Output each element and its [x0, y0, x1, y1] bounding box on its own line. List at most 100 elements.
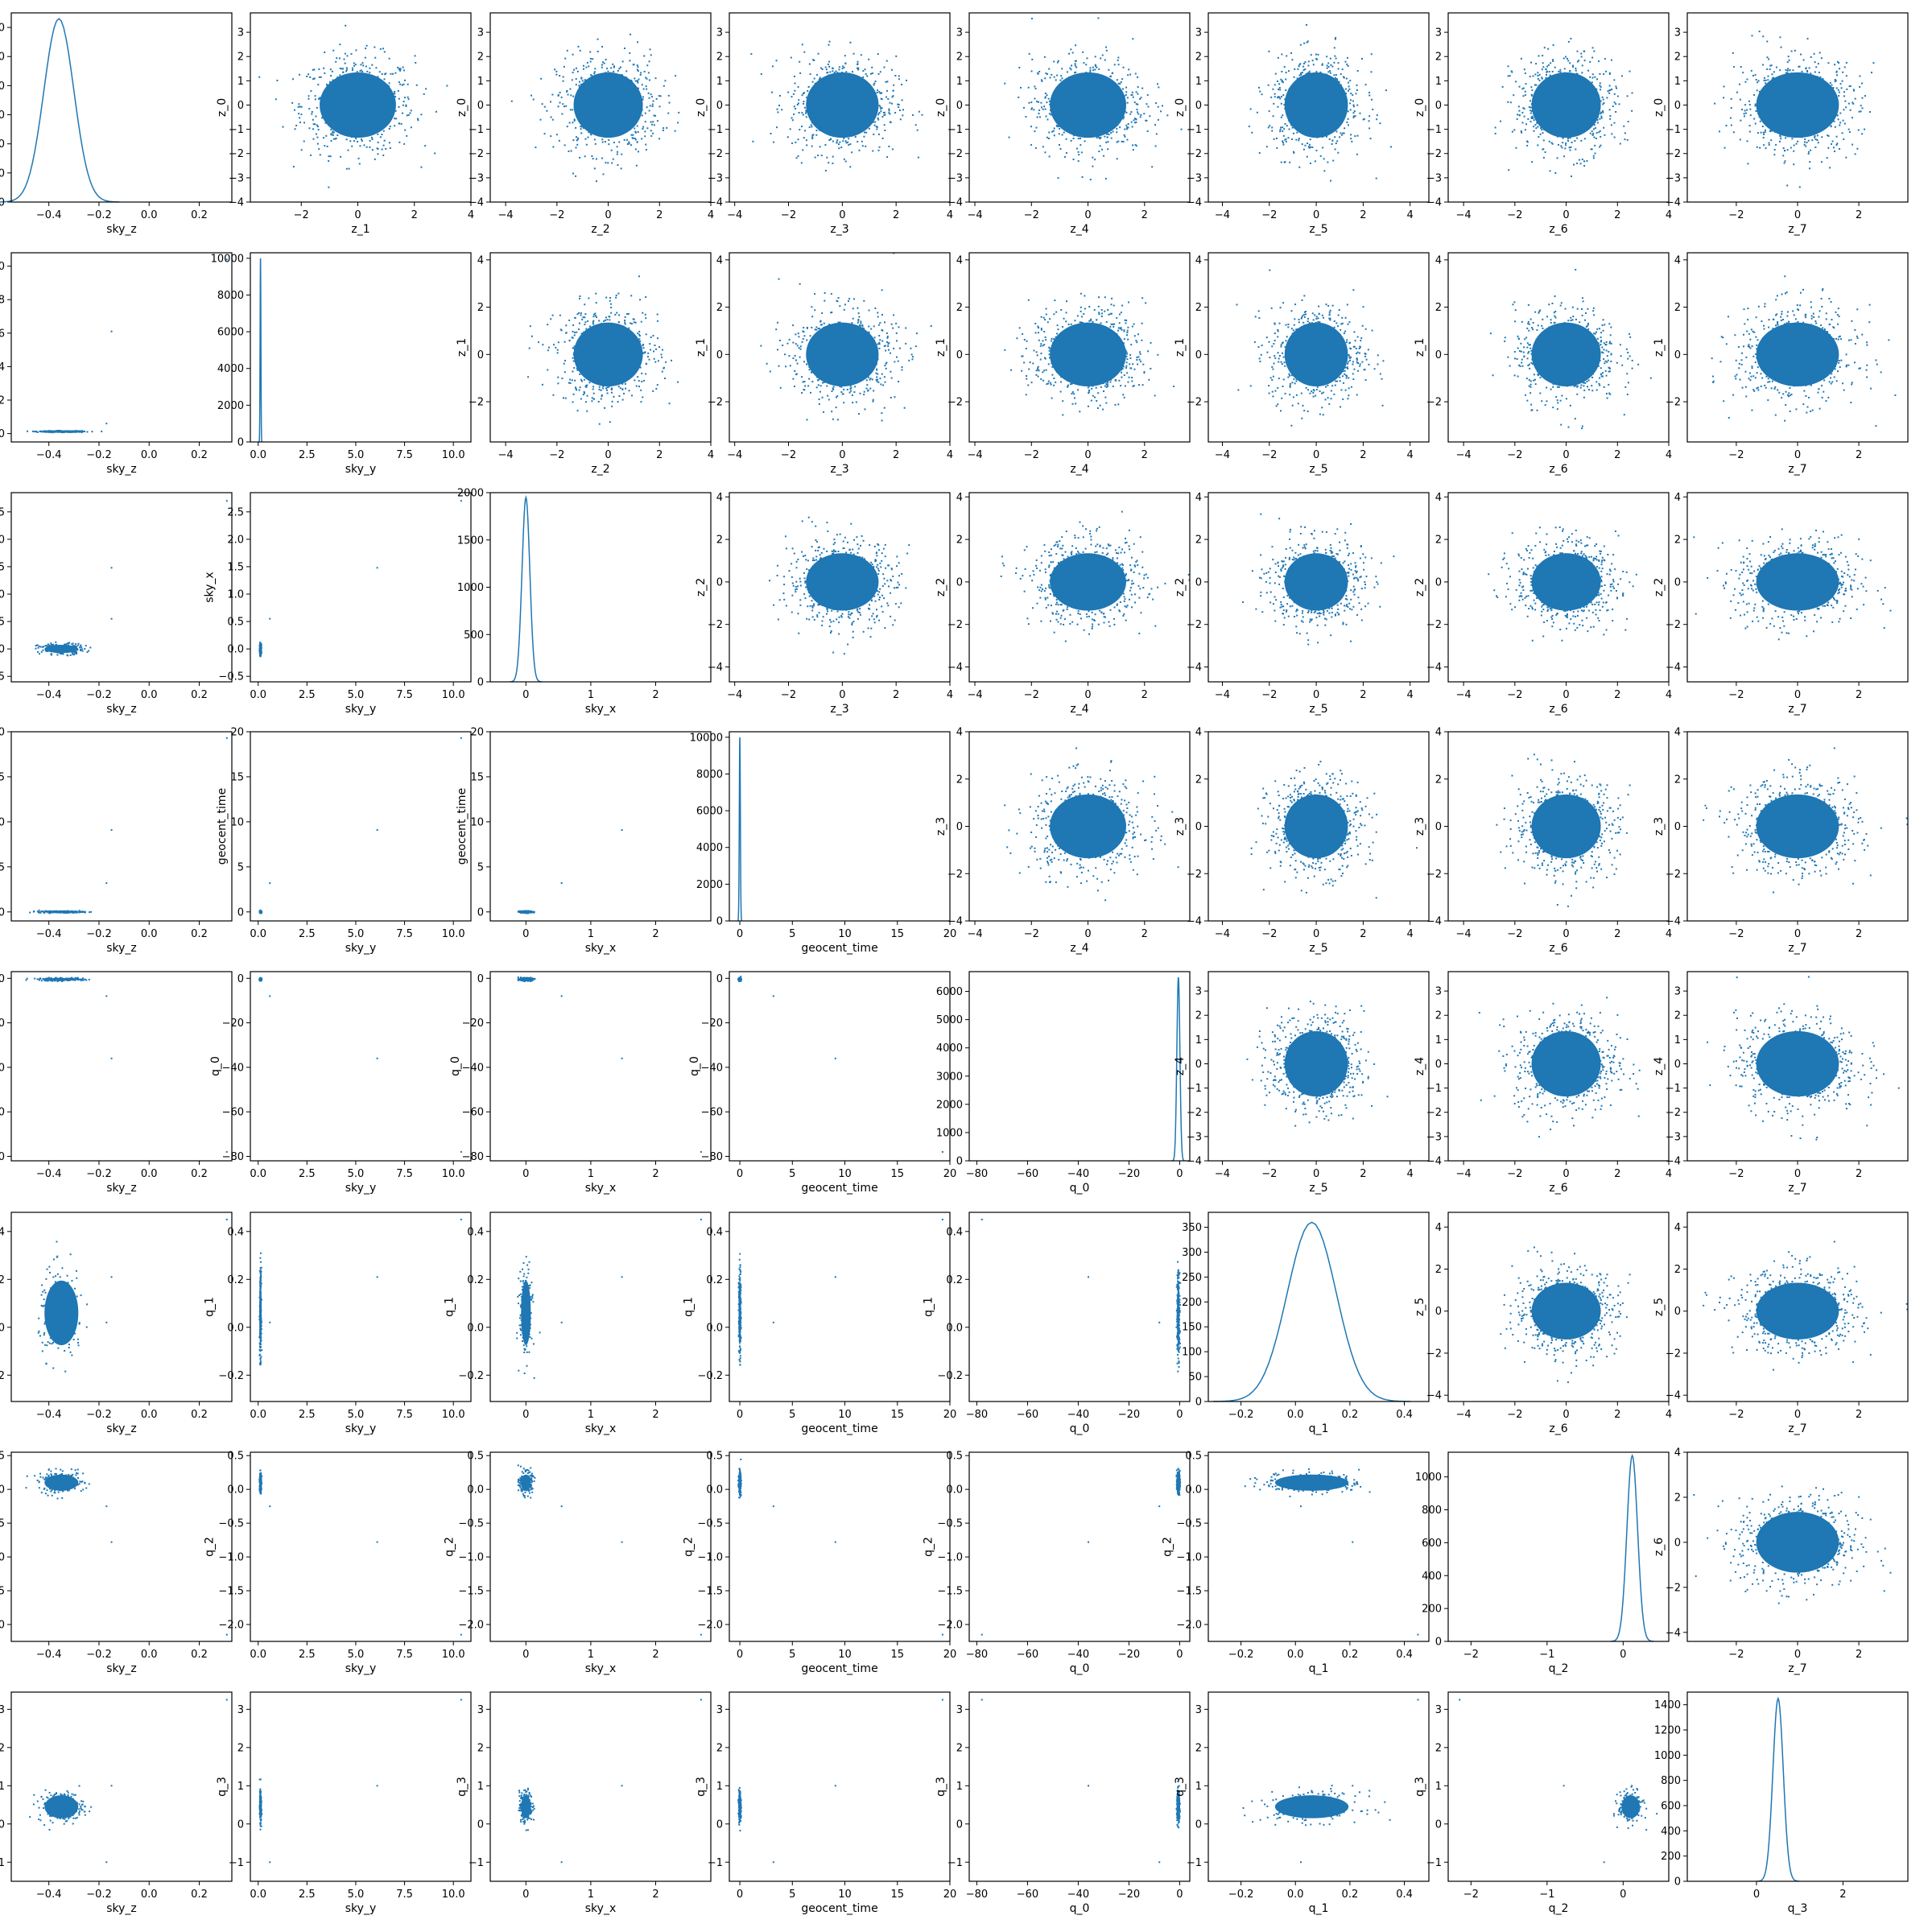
x-tick-label: −4 — [498, 209, 514, 221]
scatter-point — [663, 127, 664, 129]
scatter-point — [1334, 56, 1335, 57]
scatter-point — [1612, 105, 1614, 107]
scatter-point — [1277, 106, 1278, 108]
scatter-point — [357, 141, 358, 142]
scatter-point — [1337, 62, 1339, 64]
scatter-point — [1327, 162, 1328, 163]
scatter-point — [1039, 116, 1041, 118]
scatter-point — [311, 114, 312, 115]
scatter-point — [643, 56, 645, 57]
scatter-point — [320, 154, 321, 155]
scatter-point — [345, 63, 346, 64]
scatter-point — [1330, 72, 1331, 74]
scatter-point — [781, 109, 782, 110]
scatter-point — [365, 47, 366, 49]
scatter-point — [626, 139, 628, 141]
scatter-point — [1060, 80, 1062, 81]
scatter-point — [622, 60, 624, 62]
scatter-point — [355, 138, 357, 139]
scatter-point — [389, 142, 390, 143]
scatter-point — [1133, 97, 1134, 98]
scatter-point — [1053, 60, 1055, 62]
scatter-point — [1075, 63, 1076, 64]
scatter-point — [588, 137, 589, 138]
scatter-point — [886, 81, 887, 83]
scatter-point — [1628, 121, 1629, 122]
y-axis-label: z_0 — [935, 98, 947, 117]
scatter-point — [1613, 79, 1615, 80]
scatter-point — [778, 105, 780, 106]
scatter-point — [1569, 71, 1571, 72]
scatter-point — [339, 74, 341, 76]
scatter-point — [798, 138, 799, 140]
scatter-point — [1269, 125, 1270, 126]
scatter-point — [316, 134, 317, 135]
scatter-point — [1076, 148, 1078, 150]
scatter-point — [1328, 66, 1330, 68]
y-tick-label: 3 — [237, 27, 244, 39]
scatter-point — [889, 109, 890, 111]
scatter-point — [652, 121, 654, 122]
scatter-point — [1617, 96, 1619, 97]
scatter-point — [865, 73, 867, 75]
scatter-point — [1323, 170, 1325, 171]
scatter-point — [1310, 163, 1311, 164]
scatter-point — [602, 61, 604, 63]
y-tick-label: 0 — [956, 100, 963, 112]
scatter-point — [821, 155, 823, 156]
scatter-point — [1114, 64, 1116, 65]
scatter-point — [1609, 109, 1611, 110]
scatter-point — [629, 60, 630, 61]
scatter-point — [563, 80, 564, 82]
scatter-point — [1094, 159, 1096, 160]
scatter-point — [603, 173, 605, 175]
scatter-point — [1286, 125, 1288, 126]
scatter-point — [1038, 109, 1040, 111]
scatter-point — [1268, 51, 1269, 52]
panel-r0-c5: −4 −2 0 2 4−4−3−2−10123z_5z_0 — [1174, 13, 1429, 236]
x-tick-label: −2 — [1261, 209, 1277, 221]
scatter-point — [340, 156, 341, 158]
scatter-point — [1066, 138, 1067, 140]
y-tick-label: −2 — [708, 148, 723, 160]
scatter-point — [1604, 134, 1605, 136]
scatter-point — [1109, 76, 1111, 77]
scatter-point — [1134, 122, 1136, 123]
scatter-point — [394, 125, 395, 126]
scatter-point — [561, 97, 563, 98]
scatter-point — [1348, 110, 1349, 112]
scatter-point — [1512, 131, 1513, 133]
scatter-point — [389, 58, 390, 60]
panel-r0-c2-marks — [511, 34, 679, 182]
scatter-point — [1078, 154, 1080, 155]
scatter-point — [1533, 126, 1534, 127]
scatter-point — [1615, 103, 1616, 105]
scatter-point — [1353, 115, 1355, 117]
y-axis-label: z_0 — [216, 98, 229, 117]
scatter-point — [1308, 60, 1310, 62]
scatter-point — [1605, 71, 1607, 72]
scatter-point — [791, 142, 793, 144]
scatter-point — [1591, 77, 1593, 79]
scatter-point — [1599, 118, 1600, 120]
scatter-point — [1348, 82, 1349, 84]
scatter-point — [544, 133, 546, 134]
scatter-point — [877, 53, 879, 55]
scatter-point — [399, 84, 401, 85]
scatter-point — [806, 116, 807, 118]
scatter-point — [632, 134, 634, 136]
scatter-point — [550, 135, 551, 137]
scatter-point — [859, 150, 861, 151]
scatter-point — [802, 43, 803, 45]
scatter-point — [650, 48, 651, 50]
scatter-point — [353, 65, 355, 67]
scatter-point — [1611, 133, 1612, 134]
scatter-point — [830, 138, 832, 140]
scatter-point — [857, 141, 858, 142]
scatter-point — [1379, 122, 1381, 124]
scatter-point — [1249, 126, 1250, 127]
scatter-point — [838, 147, 840, 149]
scatter-point — [1041, 79, 1042, 80]
scatter-point — [825, 67, 827, 68]
scatter-point — [1562, 142, 1563, 143]
